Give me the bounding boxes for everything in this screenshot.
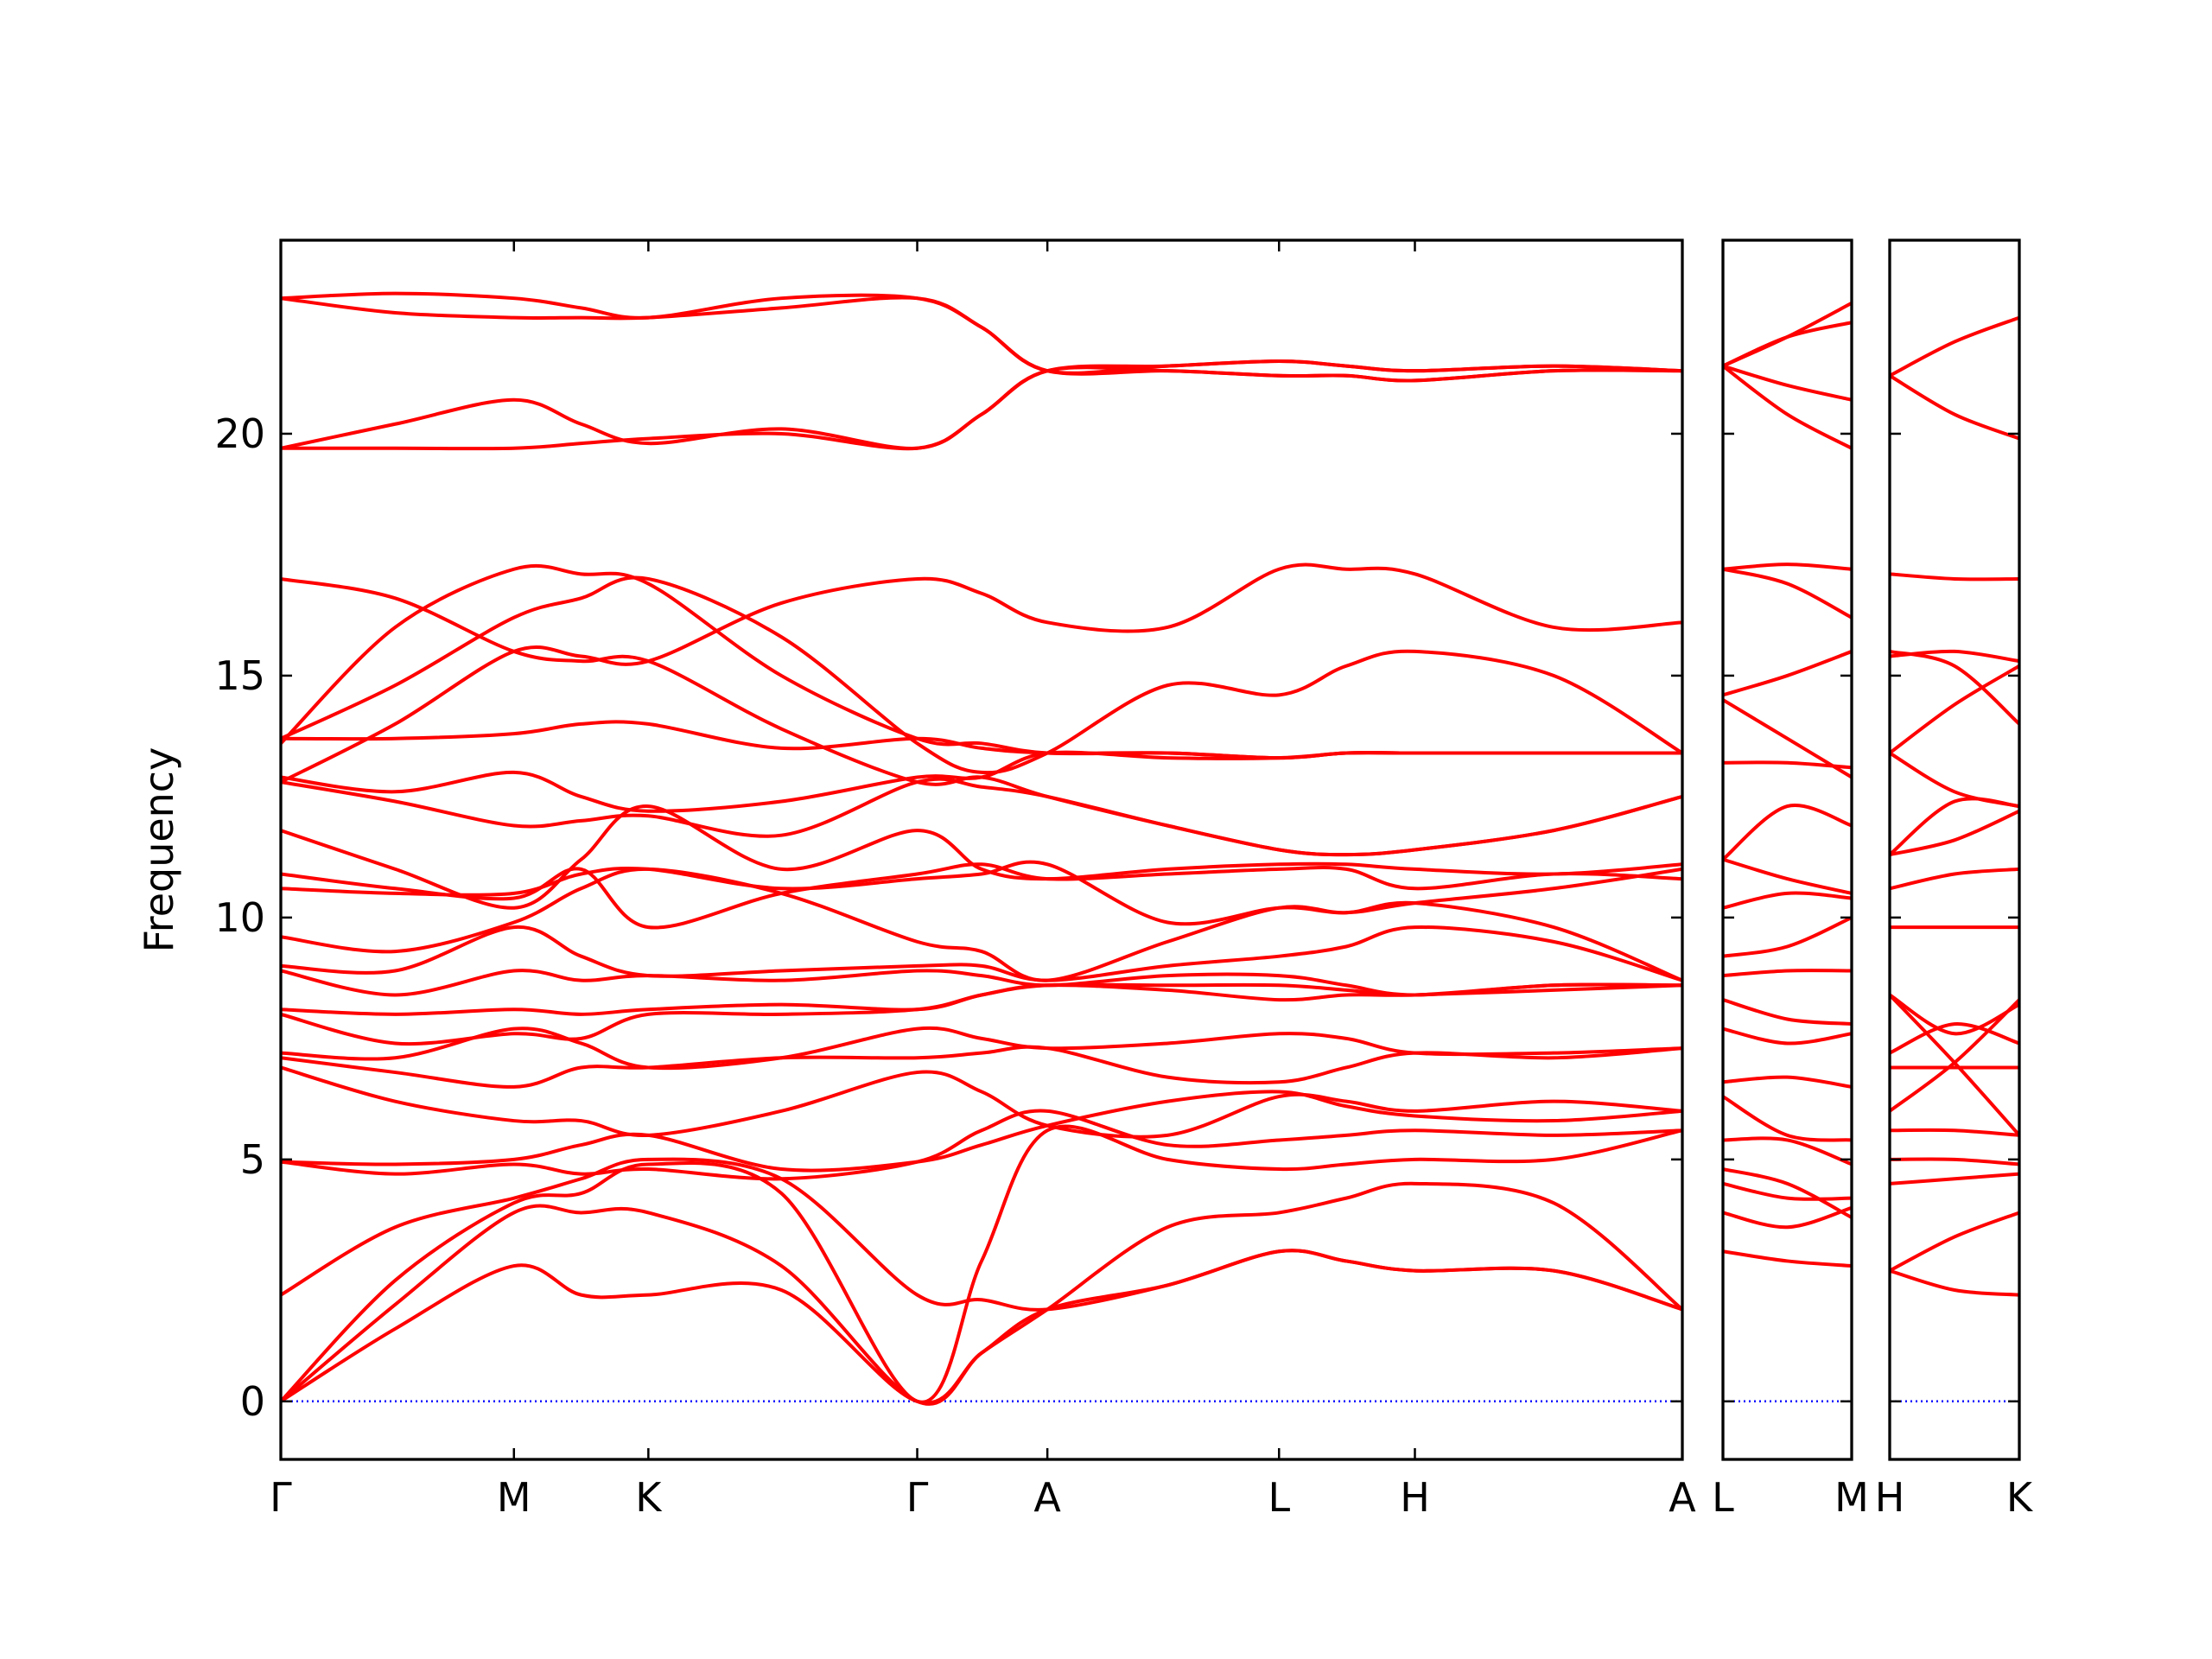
y-tick-label: 20	[214, 410, 265, 457]
band-line	[281, 969, 1682, 997]
band-line	[281, 563, 1682, 760]
band-line	[281, 804, 1682, 910]
plot-frame	[1721, 238, 1853, 1461]
band-line	[1723, 998, 1852, 1027]
x-tick-label: L	[1712, 1474, 1734, 1521]
band-line	[1723, 1181, 1852, 1201]
x-tick-label: H	[1875, 1474, 1905, 1521]
band-line	[281, 1181, 1682, 1406]
x-tick-label: K	[2006, 1474, 2034, 1521]
band-line	[1723, 364, 1852, 450]
band-line	[1723, 969, 1852, 978]
band-line	[281, 1157, 1682, 1312]
band-line	[281, 982, 1682, 1016]
band-line	[1890, 751, 2019, 809]
band-line	[1890, 809, 2019, 857]
x-tick-label: M	[497, 1474, 531, 1521]
band-line	[1723, 1095, 1852, 1142]
band-line	[281, 296, 1682, 375]
x-tick-label: A	[1669, 1474, 1696, 1521]
band-line	[281, 1109, 1682, 1181]
band-line	[1890, 994, 2019, 1137]
y-tick-label: 0	[240, 1378, 265, 1425]
band-line	[1723, 698, 1852, 779]
band-line	[1890, 572, 2019, 582]
band-line	[1890, 797, 2019, 856]
y-tick-label: 5	[240, 1136, 265, 1183]
band-line	[1890, 1128, 2019, 1137]
band-line	[281, 365, 1682, 451]
x-tick-label: A	[1033, 1474, 1061, 1521]
band-line	[1890, 1211, 2019, 1273]
plot-area	[1723, 302, 1852, 1403]
band-line	[1723, 650, 1852, 697]
band-line	[1890, 649, 2019, 664]
band-line	[1723, 1205, 1852, 1230]
x-tick-label: Γ	[270, 1474, 292, 1521]
band-line	[1723, 891, 1852, 910]
band-line	[1723, 1027, 1852, 1046]
band-line	[281, 1249, 1682, 1405]
y-tick-label: 10	[214, 894, 265, 941]
band-line	[281, 575, 1682, 775]
band-line	[281, 576, 1682, 857]
band-line	[281, 862, 1682, 930]
band-line	[281, 1090, 1682, 1173]
band-line	[281, 1124, 1682, 1404]
band-line	[1890, 664, 2019, 755]
band-line	[281, 359, 1682, 450]
band-line	[1723, 1249, 1852, 1268]
band-line	[1890, 1172, 2019, 1185]
band-line	[1723, 321, 1852, 368]
x-tick-label: M	[1834, 1474, 1869, 1521]
plot-area	[281, 291, 1682, 1406]
band-line	[281, 563, 1682, 784]
band-line	[281, 860, 1682, 926]
x-tick-label: L	[1268, 1474, 1290, 1521]
x-tick-label: H	[1400, 1474, 1430, 1521]
y-axis-label: Frequency	[136, 747, 182, 953]
band-line	[1723, 1167, 1852, 1219]
band-line	[1723, 364, 1852, 402]
band-line	[1890, 993, 2019, 1036]
band-line	[1723, 1136, 1852, 1166]
plot-frame	[279, 238, 1684, 1461]
y-tick-label: 15	[214, 652, 265, 699]
band-line	[1890, 1157, 2019, 1166]
band-line	[281, 925, 1682, 982]
x-tick-label: K	[635, 1474, 663, 1521]
band-line	[281, 867, 1682, 982]
band-line	[1890, 1022, 2019, 1055]
band-line	[1890, 315, 2019, 378]
band-line	[1723, 857, 1852, 895]
band-line	[1723, 1075, 1852, 1089]
band-line	[1723, 916, 1852, 958]
band-line	[1890, 867, 2019, 891]
band-line	[1723, 567, 1852, 620]
band-line	[1890, 374, 2019, 441]
band-line	[1890, 1268, 2019, 1297]
band-line	[281, 1026, 1682, 1071]
band-line	[1723, 760, 1852, 770]
band-line	[281, 291, 1682, 383]
x-tick-label: Γ	[906, 1474, 929, 1521]
plot-area	[1890, 315, 2019, 1403]
band-line	[281, 750, 1682, 813]
band-line	[1890, 649, 2019, 726]
band-line	[281, 1065, 1682, 1139]
band-line	[1723, 563, 1852, 571]
plot-frame	[1888, 238, 2021, 1461]
band-line	[1723, 804, 1852, 861]
